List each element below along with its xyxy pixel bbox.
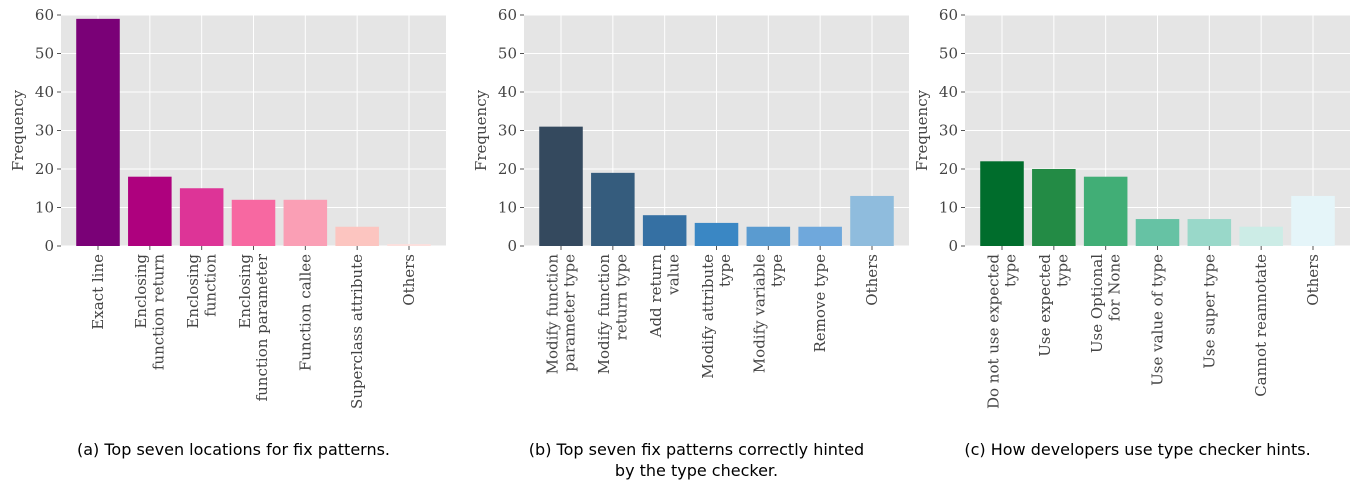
bar [642, 215, 687, 246]
x-tick-label: Remove type [811, 254, 829, 353]
y-tick-label: 10 [939, 199, 958, 217]
subplot: 0 10 20 30 40 50 60 Frequency Modify functionpar… [472, 6, 909, 480]
x-tick-label: Do not use expectedtype [984, 254, 1019, 409]
y-tick-label: 20 [35, 160, 54, 178]
y-tick-label: 40 [35, 83, 54, 101]
y-tick-label: 10 [498, 199, 517, 217]
x-tick-label: Use super type [1200, 254, 1218, 369]
x-tick-label: Modify attributetype [699, 254, 734, 379]
x-tick-label: Superclass attribute [348, 254, 366, 409]
bar [128, 176, 172, 246]
y-tick-label: 0 [507, 237, 517, 255]
y-tick-label: 0 [948, 237, 958, 255]
bar [539, 126, 583, 246]
bar [1239, 226, 1283, 246]
y-tick-label: 60 [939, 6, 958, 24]
x-tick-label: Enclosingfunction return [132, 254, 167, 371]
y-tick-label: 0 [44, 237, 54, 255]
bar [1032, 169, 1076, 246]
y-axis-label: Frequency [472, 89, 490, 171]
x-tick-label: Use Optionalfor None [1088, 254, 1123, 353]
y-tick-label: 30 [35, 122, 54, 140]
x-tick-label: Modify functionparameter type [543, 254, 578, 375]
x-tick-label: Use value of type [1149, 254, 1167, 386]
y-tick-label: 50 [939, 45, 958, 63]
x-tick-label: Others [863, 254, 881, 306]
y-tick-label: 50 [35, 45, 54, 63]
x-tick-label: Modify variabletype [751, 254, 786, 373]
bar [798, 226, 842, 246]
bar [283, 199, 328, 246]
x-tick-label: Function callee [296, 254, 314, 371]
bar [335, 226, 379, 246]
subplot: 0 10 20 30 40 50 60 Frequency Do not use expecte… [913, 6, 1350, 459]
bar [850, 195, 894, 246]
bar [179, 188, 224, 246]
x-tick-label: Add returnvalue [647, 254, 682, 339]
bar [1083, 176, 1128, 246]
bar [694, 222, 739, 246]
bar [76, 18, 120, 246]
x-tick-label: Use expectedtype [1036, 254, 1071, 357]
y-axis-label: Frequency [9, 89, 27, 171]
x-tick-label: Enclosingfunction [184, 254, 219, 329]
y-tick-label: 60 [498, 6, 517, 24]
x-tick-label: Others [400, 254, 418, 306]
y-tick-label: 30 [498, 122, 517, 140]
bar [387, 244, 431, 246]
subplot: 0 10 20 30 40 50 60 Frequency Exact line Enclosin… [9, 6, 446, 459]
bar [980, 161, 1024, 246]
bar [1187, 219, 1232, 246]
x-tick-label: Others [1304, 254, 1322, 306]
y-tick-label: 60 [35, 6, 54, 24]
bar [746, 226, 791, 246]
bar [231, 199, 276, 246]
caption: (c) How developers use type checker hint… [964, 440, 1310, 459]
caption: (b) Top seven fix patterns correctly hin… [529, 440, 864, 480]
bar [1291, 195, 1335, 246]
y-tick-label: 50 [498, 45, 517, 63]
x-tick-label: Exact line [89, 254, 107, 330]
x-tick-label: Enclosingfunction parameter [236, 253, 271, 401]
x-tick-label: Modify functionreturn type [595, 254, 630, 375]
bar [1135, 219, 1180, 246]
bar [591, 172, 635, 246]
x-tick-label: Cannot reannotate [1252, 254, 1270, 397]
y-tick-label: 30 [939, 122, 958, 140]
y-tick-label: 40 [498, 83, 517, 101]
y-tick-label: 40 [939, 83, 958, 101]
caption: (a) Top seven locations for fix patterns… [77, 440, 390, 459]
y-axis-label: Frequency [913, 89, 931, 171]
y-tick-label: 20 [498, 160, 517, 178]
y-tick-label: 10 [35, 199, 54, 217]
y-tick-label: 20 [939, 160, 958, 178]
